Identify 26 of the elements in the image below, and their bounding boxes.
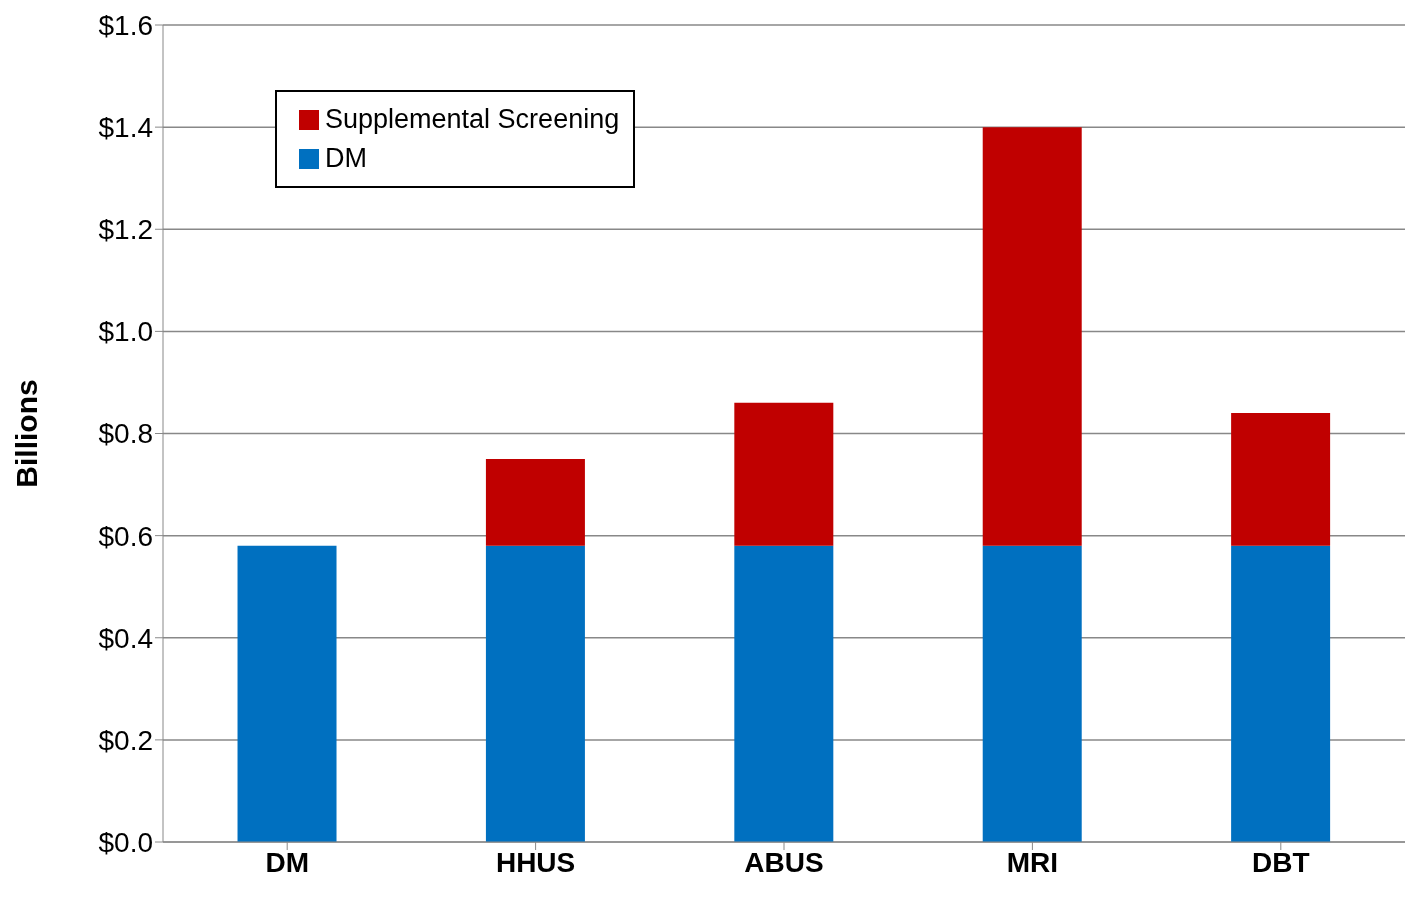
bar [237,545,337,842]
bar [734,545,834,842]
bar [485,545,585,842]
legend-label: DM [325,143,367,174]
y-tick-label: $1.0 [98,316,153,348]
bar [734,402,834,546]
bar [485,459,585,546]
y-tick-label: $0.8 [98,418,153,450]
y-tick-label: $1.6 [98,9,153,41]
x-tick-label: DM [265,846,309,878]
x-tick-label: ABUS [744,846,824,878]
y-tick-label: $0.4 [98,622,153,654]
bar [1231,545,1331,842]
x-tick-label: HHUS [495,846,576,878]
y-tick-label: $0.0 [98,826,153,858]
bar [1231,413,1331,546]
x-tick-label: MRI [1006,846,1059,878]
y-axis-title: Billions [9,379,43,488]
bar [982,545,1082,842]
x-tick-label: DBT [1252,846,1310,878]
y-tick-label: $1.2 [98,214,153,246]
bar [982,127,1082,546]
y-tick-label: $0.2 [98,724,153,756]
y-tick-label: $0.6 [98,520,153,552]
y-tick-label: $1.4 [98,112,153,144]
legend-label: Supplemental Screening [325,104,620,135]
